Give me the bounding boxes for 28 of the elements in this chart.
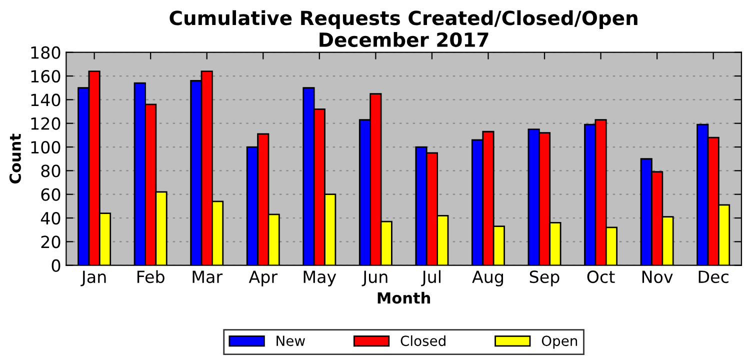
x-tick-label: May <box>304 270 336 286</box>
y-tick-label: 80 <box>41 164 60 178</box>
chart-title: Cumulative Requests Created/Closed/Open December 2017 <box>170 10 638 48</box>
y-tick-label: 60 <box>41 188 60 201</box>
y-tick-label: 20 <box>41 236 60 248</box>
x-tick-label: Oct <box>587 270 615 284</box>
x-tick-label: Dec <box>698 270 728 284</box>
x-tick-label: Jun <box>362 270 388 286</box>
x-tick-label: Jul <box>421 270 440 286</box>
y-tick-label: 40 <box>40 212 60 225</box>
x-tick-label: Aug <box>472 270 503 286</box>
legend-label: Open <box>542 336 578 349</box>
y-tick-label: 180 <box>31 46 60 59</box>
x-tick-label: Sep <box>530 270 560 286</box>
y-axis-title: Count <box>9 134 21 184</box>
y-tick-label: 140 <box>31 94 60 106</box>
legend-label: New <box>276 336 305 346</box>
y-tick-label: 0 <box>52 259 60 272</box>
x-tick-label: Apr <box>248 270 278 286</box>
x-tick-label: Jan <box>80 270 106 286</box>
legend-label: Closed <box>400 335 446 346</box>
y-tick-label: 100 <box>31 140 60 154</box>
y-tick-label: 160 <box>31 70 60 83</box>
x-tick-label: Mar <box>192 270 223 284</box>
y-tick-label: 120 <box>31 117 60 130</box>
x-tick-label: Nov <box>642 270 673 284</box>
x-axis-title: Month <box>378 292 430 304</box>
x-tick-label: Feb <box>137 270 164 284</box>
